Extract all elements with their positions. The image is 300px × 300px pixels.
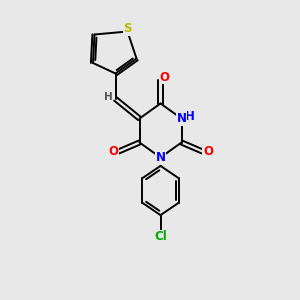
Text: O: O xyxy=(203,145,213,158)
Text: Cl: Cl xyxy=(154,230,167,244)
Text: H: H xyxy=(185,110,195,124)
Text: O: O xyxy=(108,145,118,158)
Text: S: S xyxy=(123,22,132,35)
Text: O: O xyxy=(159,70,169,84)
Text: N: N xyxy=(155,151,166,164)
Text: H: H xyxy=(103,92,112,103)
Text: N: N xyxy=(176,112,187,125)
